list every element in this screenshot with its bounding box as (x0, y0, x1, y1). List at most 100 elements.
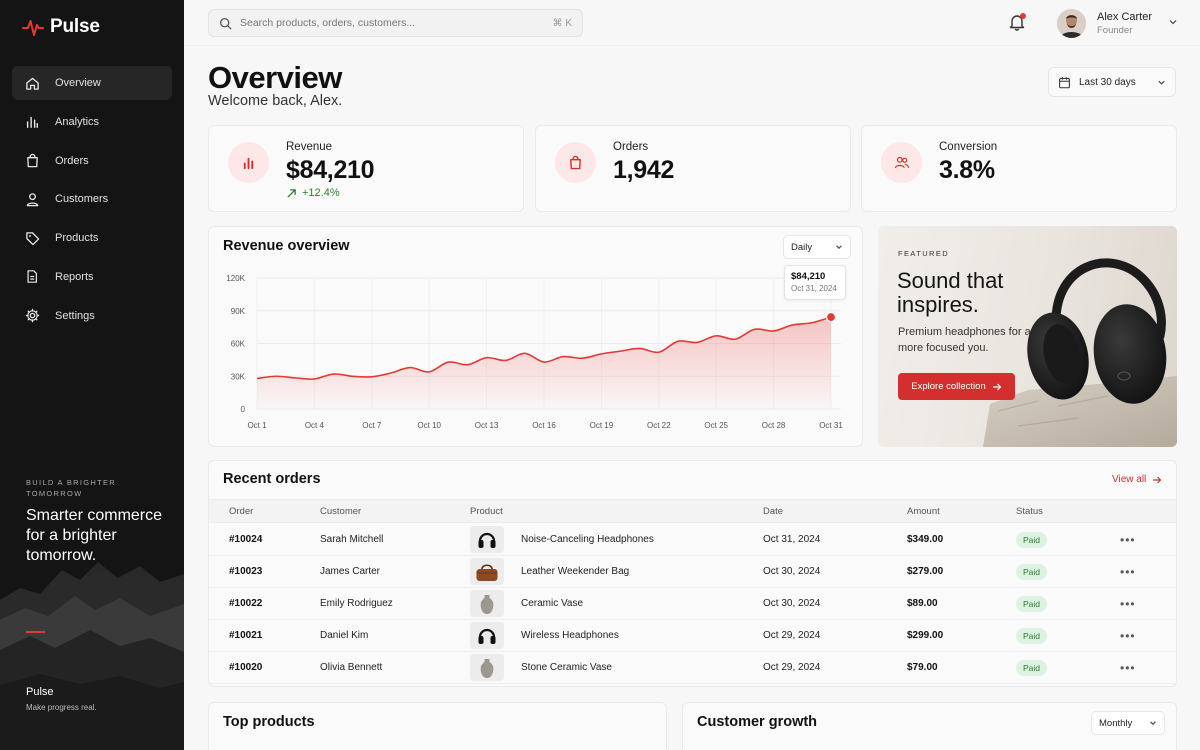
sidebar-item-products[interactable]: Products (12, 221, 172, 255)
footer-tagline: Make progress real. (26, 703, 97, 712)
order-id[interactable]: #10020 (229, 662, 263, 673)
promo-kicker: BUILD A BRIGHTER TOMORROW (26, 478, 116, 498)
growth-period-select[interactable]: Monthly (1091, 711, 1165, 735)
product-name: Ceramic Vase (521, 598, 584, 609)
order-id[interactable]: #10022 (229, 598, 263, 609)
explore-button-label: Explore collection (911, 381, 986, 392)
gear-icon (24, 308, 40, 324)
sidebar-item-analytics[interactable]: Analytics (12, 105, 172, 139)
order-date: Oct 29, 2024 (763, 662, 821, 673)
more-actions-icon[interactable]: ••• (1120, 565, 1136, 579)
order-amount: $299.00 (907, 630, 944, 641)
order-id[interactable]: #10023 (229, 566, 263, 577)
user-role: Founder (1097, 25, 1133, 36)
sidebar-item-label: Products (55, 232, 99, 245)
document-icon (24, 269, 40, 285)
table-row[interactable]: #10023 James Carter Leather Weekender Bag O… (209, 556, 1176, 588)
status-badge: Paid (1016, 596, 1048, 612)
arrow-right-icon (1153, 476, 1162, 483)
kpi-card-orders: Orders 1,942 (535, 125, 851, 212)
explore-collection-button[interactable]: Explore collection (898, 373, 1015, 400)
sidebar: Pulse Overview Analytics Orders Customer… (0, 0, 184, 750)
more-actions-icon[interactable]: ••• (1120, 597, 1136, 611)
order-amount: $89.00 (907, 598, 938, 609)
column-header-amount[interactable]: Amount (907, 506, 940, 517)
order-amount: $79.00 (907, 662, 938, 673)
kpi-label: Revenue (286, 141, 333, 153)
product-name: Leather Weekender Bag (521, 566, 630, 577)
orders-table-header: Order Customer Product Date Amount Statu… (209, 499, 1176, 523)
page-title: Overview (208, 60, 342, 95)
status-badge: Paid (1016, 628, 1048, 644)
order-date: Oct 30, 2024 (763, 566, 821, 577)
table-row[interactable]: #10022 Emily Rodriguez Ceramic Vase Oct 30,… (209, 588, 1176, 620)
more-actions-icon[interactable]: ••• (1120, 533, 1136, 547)
avatar[interactable] (1057, 9, 1086, 38)
user-icon (24, 191, 40, 207)
column-header-customer[interactable]: Customer (320, 506, 362, 517)
chevron-down-icon (1150, 721, 1156, 725)
order-id[interactable]: #10024 (229, 534, 263, 545)
featured-description: Premium headphones for a more focused yo… (898, 326, 1031, 354)
user-avatar-image (1057, 9, 1086, 38)
sidebar-item-orders[interactable]: Orders (12, 144, 172, 178)
date-range-select[interactable]: Last 30 days (1048, 67, 1176, 97)
chevron-down-icon (1158, 80, 1165, 85)
view-all-link[interactable]: View all (1112, 474, 1162, 485)
topbar: Search products, orders, customers... ⌘ … (184, 0, 1200, 46)
customer-name: Daniel Kim (320, 630, 369, 641)
product-thumbnail (470, 622, 504, 649)
top-products-card (208, 702, 667, 750)
chart-period-select[interactable]: Daily (783, 235, 851, 259)
notifications-button[interactable] (1008, 13, 1026, 31)
sidebar-item-label: Analytics (55, 115, 100, 128)
more-actions-icon[interactable]: ••• (1120, 629, 1136, 643)
kpi-delta: +12.4% (286, 187, 340, 199)
table-row[interactable]: #10021 Daniel Kim Wireless Headphones Oct 2… (209, 620, 1176, 652)
column-header-order[interactable]: Order (229, 506, 254, 517)
logo[interactable]: Pulse (22, 16, 100, 38)
user-name: Alex Carter (1097, 11, 1153, 23)
home-icon (24, 75, 40, 91)
bell-icon (1009, 15, 1025, 31)
search-shortcut: ⌘ K (552, 17, 572, 29)
column-header-product[interactable]: Product (470, 506, 503, 517)
table-row[interactable]: #10020 Olivia Bennett Stone Ceramic Vase Oc… (209, 652, 1176, 684)
recent-orders-card (208, 460, 1177, 687)
sidebar-item-reports[interactable]: Reports (12, 260, 172, 294)
column-header-status[interactable]: Status (1016, 506, 1043, 517)
column-header-date[interactable]: Date (763, 506, 784, 517)
order-date: Oct 30, 2024 (763, 598, 821, 609)
order-amount: $279.00 (907, 566, 944, 577)
page-subtitle: Welcome back, Alex. (208, 93, 343, 109)
kpi-value: $84,210 (286, 156, 375, 184)
view-all-label: View all (1112, 474, 1147, 485)
chevron-down-icon (836, 245, 842, 249)
product-thumbnail (470, 590, 504, 617)
status-badge: Paid (1016, 564, 1048, 580)
table-row[interactable]: #10024 Sarah Mitchell Noise-Canceling Head… (209, 524, 1176, 556)
top-products-title: Top products (223, 714, 315, 730)
shopping-bag-icon (555, 142, 596, 183)
sidebar-item-label: Reports (55, 270, 94, 283)
customer-name: Sarah Mitchell (320, 534, 384, 545)
trend-up-icon (287, 188, 296, 198)
bar-chart-icon (24, 114, 40, 130)
order-id[interactable]: #10021 (229, 630, 263, 641)
mountain-illustration (0, 470, 184, 750)
status-badge: Paid (1016, 532, 1048, 548)
featured-title: Sound that inspires. (897, 268, 1004, 317)
sidebar-item-overview[interactable]: Overview (12, 66, 172, 100)
product-thumbnail (470, 558, 504, 585)
sidebar-item-label: Orders (55, 154, 89, 167)
kpi-label: Orders (613, 141, 649, 153)
sidebar-item-settings[interactable]: Settings (12, 299, 172, 333)
sidebar-item-customers[interactable]: Customers (12, 182, 172, 216)
calendar-icon (1059, 76, 1070, 88)
promo-accent-line (26, 631, 45, 633)
more-actions-icon[interactable]: ••• (1120, 661, 1136, 675)
chart-period-label: Daily (791, 241, 813, 253)
chevron-down-icon[interactable] (1168, 17, 1178, 27)
search-input[interactable]: Search products, orders, customers... ⌘ … (208, 9, 583, 37)
customer-name: Emily Rodriguez (320, 598, 393, 609)
